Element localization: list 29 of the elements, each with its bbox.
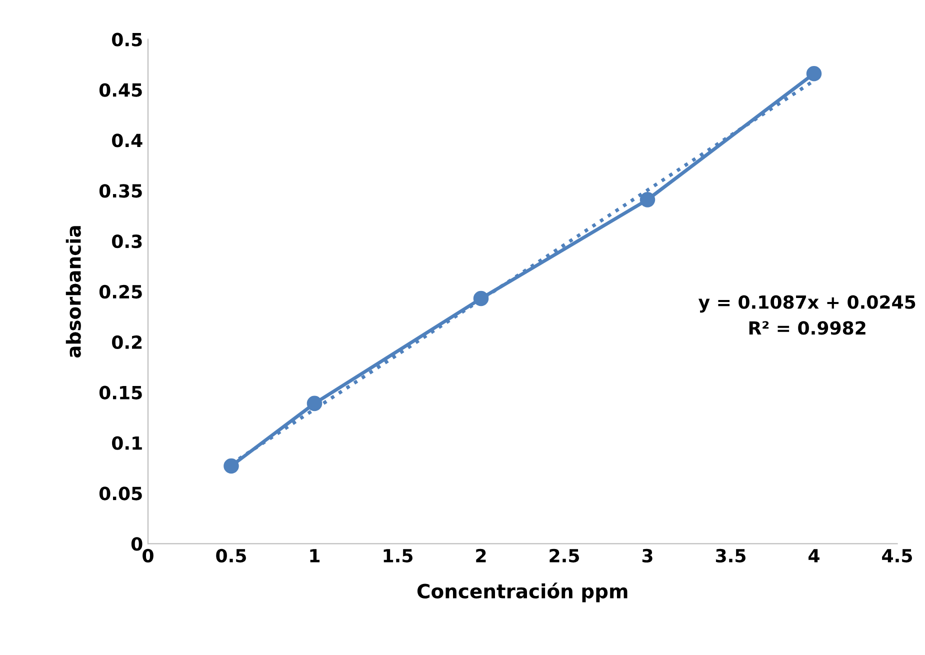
y-tick-label: 0.5 [112,32,142,46]
annotation: y = 0.1087x + 0.0245 R² = 0.9982 [698,295,916,335]
point [473,290,489,306]
x-tick-label: 1.5 [384,549,412,562]
x-tick-label: 3 [642,548,652,562]
x-tick-label: 2.5 [550,548,579,562]
point [224,458,239,474]
y-tick-label: 0.05 [99,486,142,500]
x-axis-title: Concentración ppm [417,582,628,602]
point [306,396,322,412]
y-tick-label: 0 [131,537,142,551]
y-tick-label: 0.35 [99,184,142,198]
y-tick-label: 0.2 [112,335,142,350]
y-axis-title: absorbancia [66,226,81,358]
y-tick-label: 0.4 [112,134,142,148]
y-tick-label: 0.15 [99,386,142,400]
x-tick-label: 0.5 [216,548,246,562]
x-tick-label: 4 [808,549,820,562]
x-tick-label: 1 [310,549,320,562]
x-tick-label: 0 [142,548,154,562]
y-tick-label: 0.3 [112,234,142,248]
x-tick-label: 4.5 [882,549,912,562]
point [640,192,656,208]
y-tick-label: 0.45 [99,83,142,97]
y-tick-label: 0.25 [99,284,142,299]
x-tick-label: 2 [476,548,486,562]
point [806,66,822,82]
x-tick-label: 3.5 [716,548,746,562]
y-tick-label: 0.1 [112,436,142,450]
